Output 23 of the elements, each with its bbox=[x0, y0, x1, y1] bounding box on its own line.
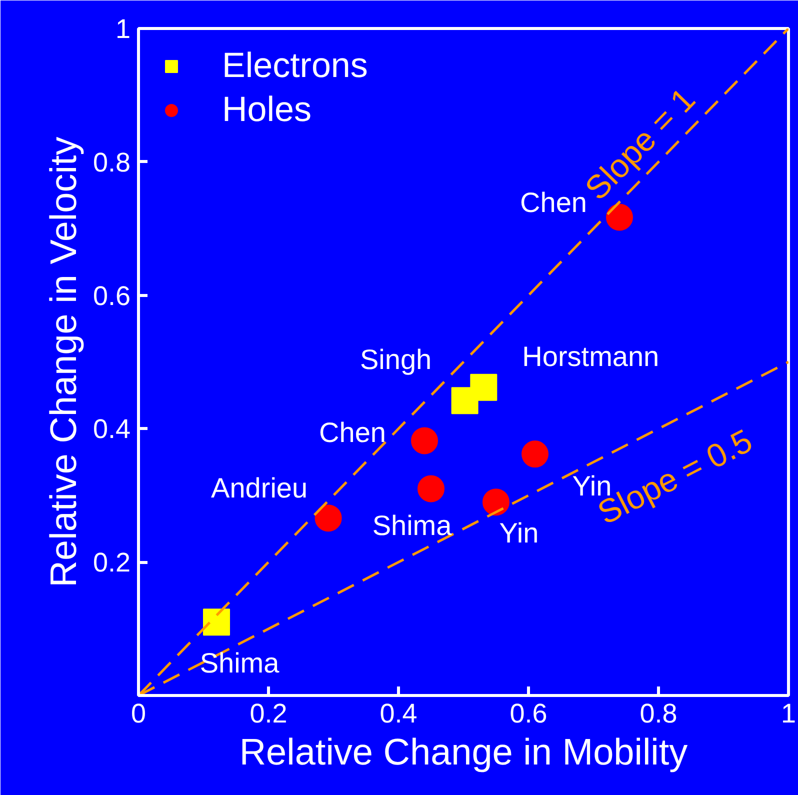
annotation: Singh bbox=[360, 344, 432, 376]
annotation: Chen bbox=[319, 417, 386, 448]
annotation: Chen bbox=[520, 186, 587, 218]
y-tick-label: 0.8 bbox=[92, 147, 131, 178]
y-axis-title: Relative Change in Velocity bbox=[42, 136, 84, 588]
y-tick-label: 0.6 bbox=[92, 280, 131, 311]
annotation: Shima bbox=[200, 648, 280, 679]
legend-label: Electrons bbox=[222, 46, 368, 86]
y-tick-label: 0.4 bbox=[92, 414, 131, 444]
annotation: Horstmann bbox=[522, 340, 660, 372]
annotation: Shima bbox=[372, 510, 452, 542]
y-tick-label: 0.2 bbox=[92, 548, 131, 578]
x-tick-label: 0.8 bbox=[640, 698, 678, 728]
x-tick-label: 1 bbox=[780, 698, 796, 728]
annotation: Yin bbox=[499, 518, 539, 549]
x-tick-label: 0.6 bbox=[510, 698, 548, 728]
legend-label: Holes bbox=[222, 90, 312, 130]
x-axis-title: Relative Change in Mobility bbox=[239, 732, 688, 772]
y-tick-label: 1 bbox=[115, 14, 131, 44]
annotation: Andrieu bbox=[211, 472, 308, 504]
x-tick-label: 0 bbox=[130, 698, 146, 728]
x-tick-label: 0.2 bbox=[250, 698, 288, 728]
x-tick-label: 0.4 bbox=[380, 698, 418, 728]
